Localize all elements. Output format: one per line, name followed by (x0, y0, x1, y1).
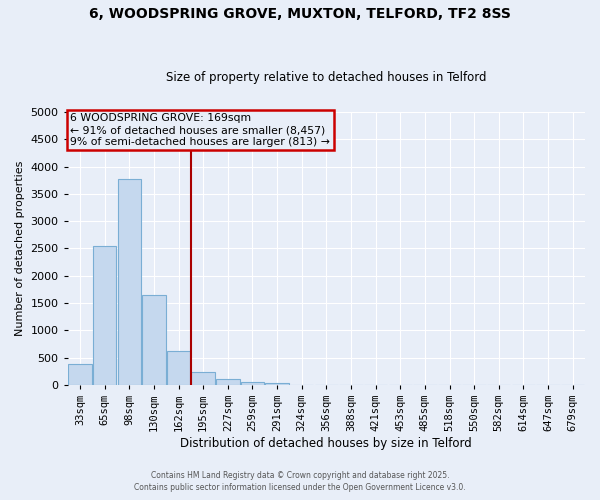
Text: Contains HM Land Registry data © Crown copyright and database right 2025.
Contai: Contains HM Land Registry data © Crown c… (134, 471, 466, 492)
Title: Size of property relative to detached houses in Telford: Size of property relative to detached ho… (166, 72, 487, 85)
X-axis label: Distribution of detached houses by size in Telford: Distribution of detached houses by size … (181, 437, 472, 450)
Bar (142, 295, 166, 385)
Text: 6, WOODSPRING GROVE, MUXTON, TELFORD, TF2 8SS: 6, WOODSPRING GROVE, MUXTON, TELFORD, TF… (89, 8, 511, 22)
Bar (68, 364, 92, 385)
Y-axis label: Number of detached properties: Number of detached properties (15, 161, 25, 336)
Text: 6 WOODSPRING GROVE: 169sqm
← 91% of detached houses are smaller (8,457)
9% of se: 6 WOODSPRING GROVE: 169sqm ← 91% of deta… (70, 114, 330, 146)
Bar (241, 382, 264, 385)
Bar (118, 178, 141, 385)
Bar (191, 372, 215, 385)
Bar (265, 384, 289, 385)
Bar (216, 380, 239, 385)
Bar (93, 246, 116, 385)
Bar (167, 351, 190, 385)
